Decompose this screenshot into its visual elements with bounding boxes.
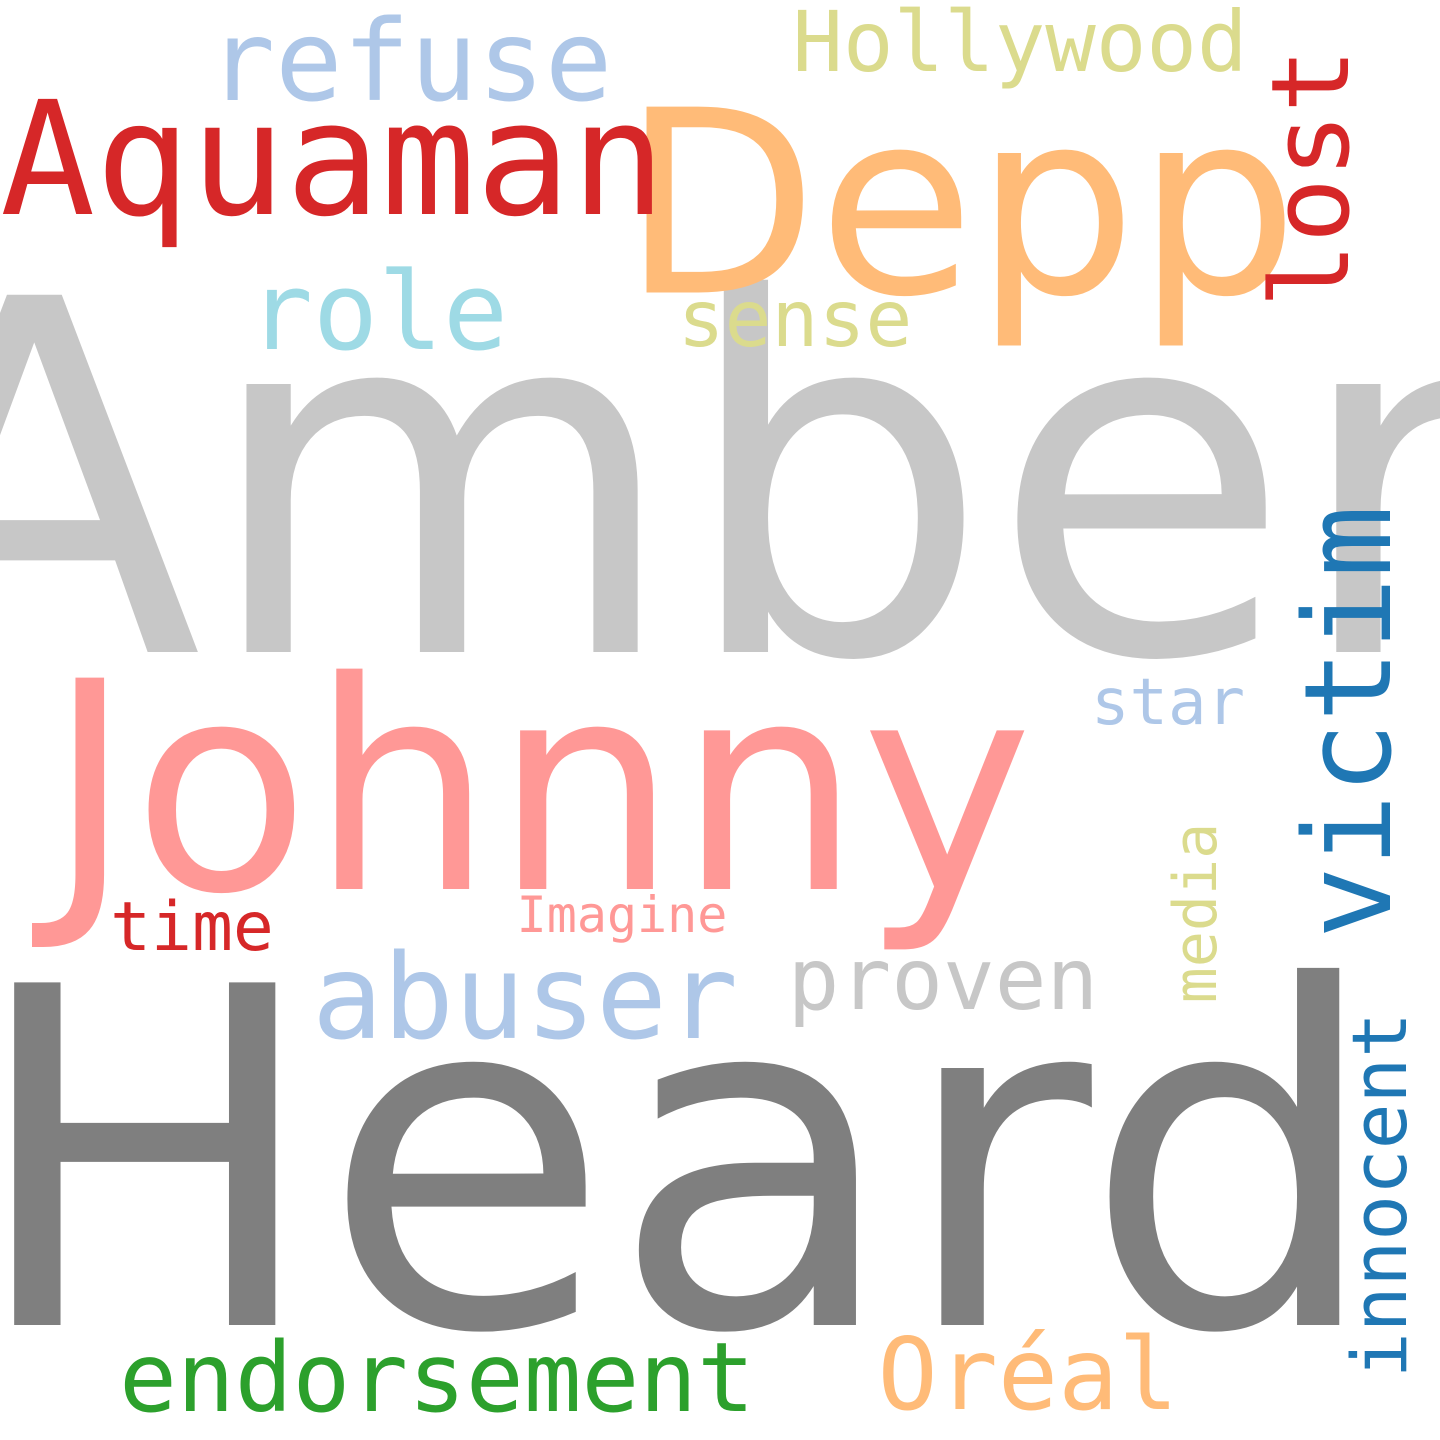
word-media: media [1161, 822, 1231, 1004]
word-depp: Depp [621, 56, 1299, 354]
word-victim: victim [1280, 505, 1419, 939]
word-sense: sense [677, 275, 913, 365]
word-lost: lost [1249, 47, 1374, 309]
word-amber: Amber [0, 197, 1440, 768]
word-hollywood: Hollywood [792, 0, 1248, 91]
word-oreal: Oréal [877, 1316, 1179, 1433]
word-proven: proven [787, 930, 1099, 1030]
word-role: role [247, 250, 509, 375]
word-imagine: Imagine [516, 886, 728, 944]
word-innocent: innocent [1335, 1011, 1424, 1379]
word-johnny: Johnny [47, 621, 1033, 958]
word-abuser: abuser [311, 928, 739, 1066]
word-heard: Heard [0, 889, 1382, 1436]
word-star: star [1090, 666, 1246, 740]
word-endorsement: endorsement [119, 1322, 755, 1434]
word-time: time [110, 888, 274, 967]
word-refuse: refuse [207, 0, 613, 127]
word-aquaman: Aquaman [0, 68, 666, 252]
